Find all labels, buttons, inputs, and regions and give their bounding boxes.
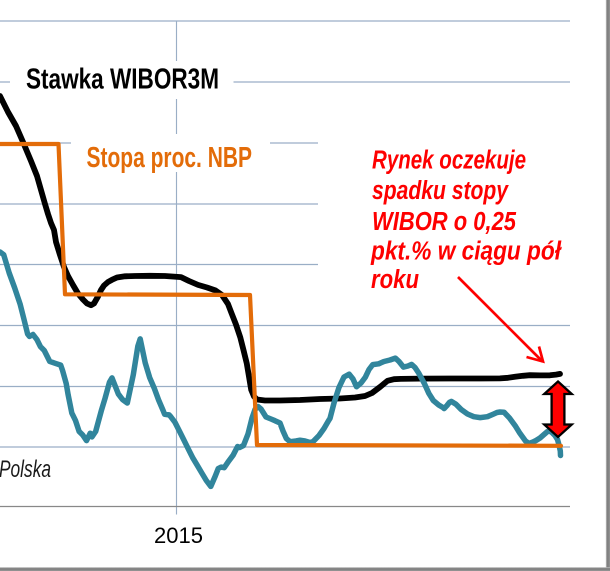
svg-text:WIBOR o 0,25: WIBOR o 0,25 — [372, 208, 517, 236]
svg-text:Stopa proc. NBP: Stopa proc. NBP — [87, 142, 253, 174]
svg-text:roku: roku — [371, 266, 419, 294]
svg-text:2015: 2015 — [154, 523, 203, 548]
svg-text:pkt.% w ciągu pół: pkt.% w ciągu pół — [370, 237, 562, 265]
svg-text:Stawka WIBOR3M: Stawka WIBOR3M — [26, 63, 219, 95]
svg-text:Polska: Polska — [0, 456, 51, 483]
svg-text:Rynek oczekuje: Rynek oczekuje — [372, 147, 526, 175]
svg-text:spadku stopy: spadku stopy — [372, 177, 509, 205]
